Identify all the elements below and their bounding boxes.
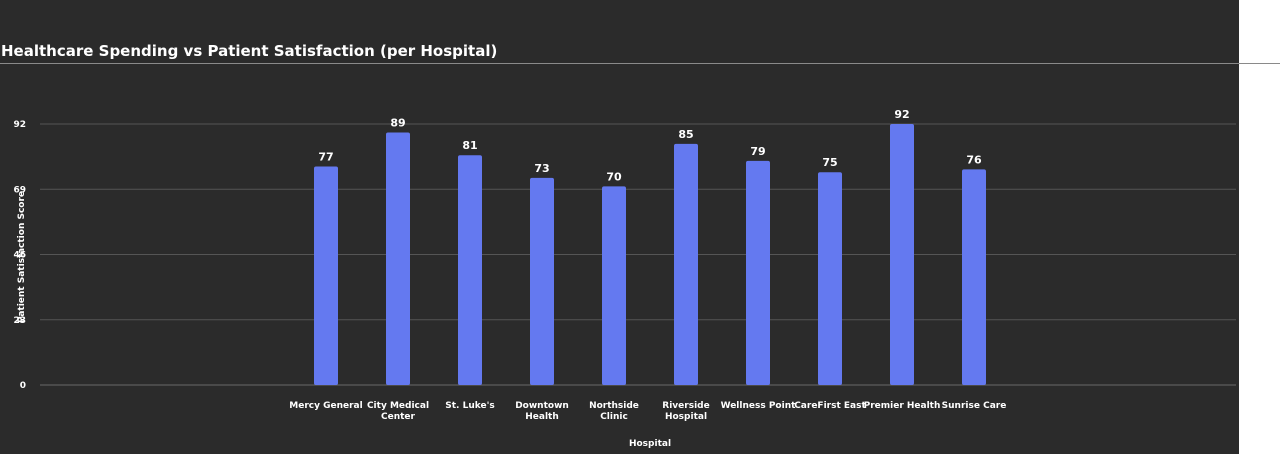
data-label: 92 <box>894 108 909 121</box>
y-tick-label: 69 <box>13 185 26 195</box>
y-axis-ticks: 0 23 46 69 92 <box>13 120 26 391</box>
data-label: 79 <box>750 145 765 158</box>
bar <box>458 155 482 385</box>
bar <box>602 186 626 385</box>
y-tick-label: 0 <box>20 381 26 391</box>
title-divider <box>0 63 1280 64</box>
x-axis-ticks: Mercy General City Medical Center St. Luke'… <box>289 401 1006 422</box>
data-label: 76 <box>966 153 982 166</box>
data-label: 73 <box>534 162 549 175</box>
data-label: 70 <box>606 170 622 183</box>
y-axis-title: Patient Satisfaction Score <box>17 191 27 323</box>
bar <box>818 172 842 385</box>
x-tick-label: Riverside Hospital <box>662 401 709 422</box>
data-label: 81 <box>462 139 477 152</box>
data-label: 75 <box>822 156 837 169</box>
x-tick-label: Sunrise Care <box>942 401 1007 411</box>
x-tick-label: Mercy General <box>289 401 362 411</box>
x-tick-label: CareFirst East <box>794 401 866 411</box>
data-label: 77 <box>318 151 333 164</box>
y-tick-label: 46 <box>13 251 26 261</box>
x-tick-label: Northside Clinic <box>589 401 639 422</box>
bar <box>530 177 554 385</box>
bar <box>962 169 986 385</box>
bar <box>890 124 914 385</box>
x-axis-title: Hospital <box>629 439 671 449</box>
bars <box>314 124 986 385</box>
y-tick-label: 92 <box>13 120 26 130</box>
x-tick-label: St. Luke's <box>445 401 494 411</box>
x-tick-label: Wellness Point <box>721 401 797 411</box>
data-labels: 77 89 81 73 70 85 79 75 92 76 <box>318 108 982 183</box>
bar-chart: 0 23 46 69 92 77 89 81 73 70 85 79 75 92 76 Mercy Gen… <box>13 108 1236 449</box>
x-tick-label: City Medical Center <box>367 401 429 422</box>
gridlines <box>40 123 1236 386</box>
bar <box>314 166 338 385</box>
data-label: 85 <box>678 128 693 141</box>
x-tick-label: Premier Health <box>864 401 941 411</box>
x-tick-label: Downtown Health <box>515 401 569 422</box>
bar <box>746 160 770 385</box>
chart-title: Healthcare Spending vs Patient Satisfact… <box>1 42 498 60</box>
bar <box>386 132 410 385</box>
bar <box>674 143 698 385</box>
data-label: 89 <box>390 117 405 130</box>
y-tick-label: 23 <box>13 316 26 326</box>
